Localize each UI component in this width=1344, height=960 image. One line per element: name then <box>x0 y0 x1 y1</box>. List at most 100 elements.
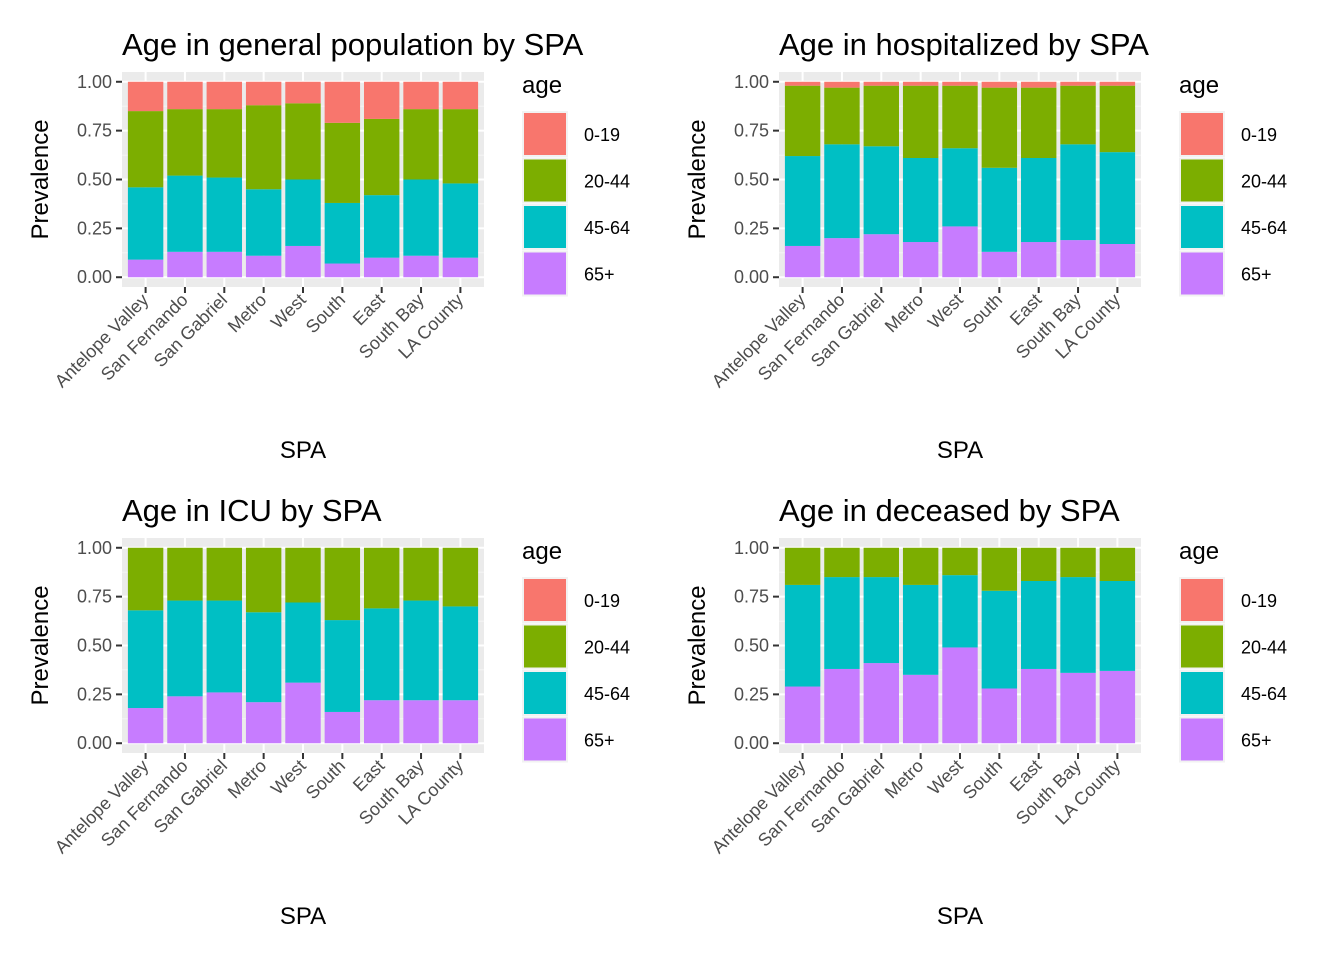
y-axis-title: Prevalence <box>27 119 54 239</box>
bar-segment-65+ <box>245 255 282 278</box>
bar-segment-20-44 <box>824 87 860 145</box>
legend-title: age <box>522 72 562 99</box>
bar-segment-20-44 <box>902 85 939 158</box>
legend-swatch-20-44 <box>1181 625 1223 668</box>
legend-swatch-20-44 <box>1181 159 1223 202</box>
bar-segment-45-64 <box>981 167 1018 252</box>
bar-segment-45-64 <box>127 187 164 260</box>
x-axis-title: SPA <box>937 903 983 930</box>
bar-segment-45-64 <box>863 146 900 235</box>
y-tick-label: 1.00 <box>77 538 112 558</box>
bar-segment-45-64 <box>442 183 479 258</box>
bar-segment-45-64 <box>324 620 361 712</box>
bar-segment-45-64 <box>1099 152 1136 244</box>
y-tick-label: 0.00 <box>77 733 112 753</box>
bar-segment-65+ <box>784 245 821 278</box>
bar-segment-65+ <box>981 251 1018 278</box>
legend-swatch-20-44 <box>524 159 566 202</box>
legend-label: 45-64 <box>1241 684 1287 704</box>
bar-segment-65+ <box>363 700 400 744</box>
bar-segment-20-44 <box>285 547 321 603</box>
y-tick-label: 0.75 <box>734 587 769 607</box>
bar-segment-45-64 <box>942 148 978 227</box>
chart-panel: Age in ICU by SPA0.000.250.500.751.00Ant… <box>27 493 630 930</box>
bar-segment-45-64 <box>363 195 400 258</box>
y-tick-label: 1.00 <box>734 72 769 92</box>
y-tick-label: 0.75 <box>77 587 112 607</box>
y-tick-label: 0.25 <box>734 684 769 704</box>
bar-segment-20-44 <box>1099 85 1136 153</box>
bar-segment-65+ <box>981 688 1018 744</box>
bar-segment-65+ <box>245 702 282 744</box>
legend-swatch-20-44 <box>524 625 566 668</box>
bar-segment-20-44 <box>167 109 203 176</box>
bar-segment-0-19 <box>442 81 479 110</box>
bar-segment-0-19 <box>1060 81 1096 86</box>
bar-segment-65+ <box>285 682 321 744</box>
legend-swatch-65+ <box>1181 718 1223 761</box>
legend-label: 20-44 <box>1241 638 1287 658</box>
bar-segment-65+ <box>442 700 479 744</box>
bar-segment-0-19 <box>784 81 821 86</box>
y-tick-label: 1.00 <box>77 72 112 92</box>
legend-label: 65+ <box>584 731 615 751</box>
bar-segment-45-64 <box>863 577 900 664</box>
bar-segment-20-44 <box>206 547 243 601</box>
bar-segment-0-19 <box>245 81 282 106</box>
bar-segment-20-44 <box>1060 85 1096 145</box>
bar-segment-65+ <box>403 255 439 278</box>
bar-segment-20-44 <box>442 109 479 184</box>
y-tick-label: 0.25 <box>77 218 112 238</box>
bar-segment-65+ <box>403 700 439 744</box>
bar-segment-0-19 <box>127 81 164 112</box>
bar-segment-45-64 <box>167 600 203 697</box>
legend-swatch-65+ <box>1181 252 1223 295</box>
bar-segment-45-64 <box>1060 577 1096 673</box>
bar-segment-45-64 <box>167 175 203 252</box>
y-tick-label: 0.25 <box>734 218 769 238</box>
legend-label: 0-19 <box>584 591 620 611</box>
bar-segment-65+ <box>824 238 860 278</box>
legend-label: 45-64 <box>584 684 630 704</box>
legend-swatch-45-64 <box>524 672 566 714</box>
legend: age 0-19 20-44 45-64 65+ <box>522 72 630 297</box>
bar-segment-45-64 <box>902 584 939 675</box>
bar-segment-20-44 <box>784 85 821 157</box>
x-tick-label: West <box>267 290 310 333</box>
bar-segment-65+ <box>824 668 860 744</box>
y-axis-title: Prevalence <box>27 585 54 705</box>
x-tick-label: Metro <box>224 290 271 337</box>
bar-segment-0-19 <box>363 81 400 119</box>
legend: age 0-19 20-44 45-64 65+ <box>1179 72 1287 297</box>
y-tick-label: 0.50 <box>734 170 769 190</box>
bar-segment-65+ <box>942 226 978 278</box>
x-tick-label: West <box>267 756 310 799</box>
bar-segment-45-64 <box>285 179 321 246</box>
bar-segment-45-64 <box>1099 581 1136 671</box>
bar-segment-65+ <box>285 245 321 278</box>
bar-segment-45-64 <box>824 577 860 669</box>
bar-segment-45-64 <box>363 608 400 701</box>
chart-title: Age in deceased by SPA <box>779 493 1120 528</box>
bar-segment-20-44 <box>127 547 164 611</box>
bar-segment-65+ <box>1020 242 1057 278</box>
x-tick-label: West <box>924 290 967 333</box>
bar-segment-0-19 <box>1020 81 1057 88</box>
y-tick-label: 1.00 <box>734 538 769 558</box>
legend-swatch-0-19 <box>1181 113 1223 155</box>
bar-segment-20-44 <box>981 547 1018 591</box>
bar-segment-65+ <box>127 708 164 744</box>
legend-label: 45-64 <box>584 218 630 238</box>
y-tick-label: 0.75 <box>77 121 112 141</box>
bar-segment-45-64 <box>403 600 439 701</box>
legend-swatch-45-64 <box>1181 672 1223 714</box>
bar-segment-0-19 <box>1099 81 1136 86</box>
bar-segment-65+ <box>324 711 361 744</box>
bar-segment-45-64 <box>902 158 939 243</box>
chart-title: Age in general population by SPA <box>122 27 584 62</box>
legend: age 0-19 20-44 45-64 65+ <box>522 538 630 763</box>
bar-segment-45-64 <box>403 179 439 256</box>
y-tick-label: 0.00 <box>734 733 769 753</box>
legend-label: 20-44 <box>584 172 630 192</box>
bar-segment-20-44 <box>1060 547 1096 578</box>
